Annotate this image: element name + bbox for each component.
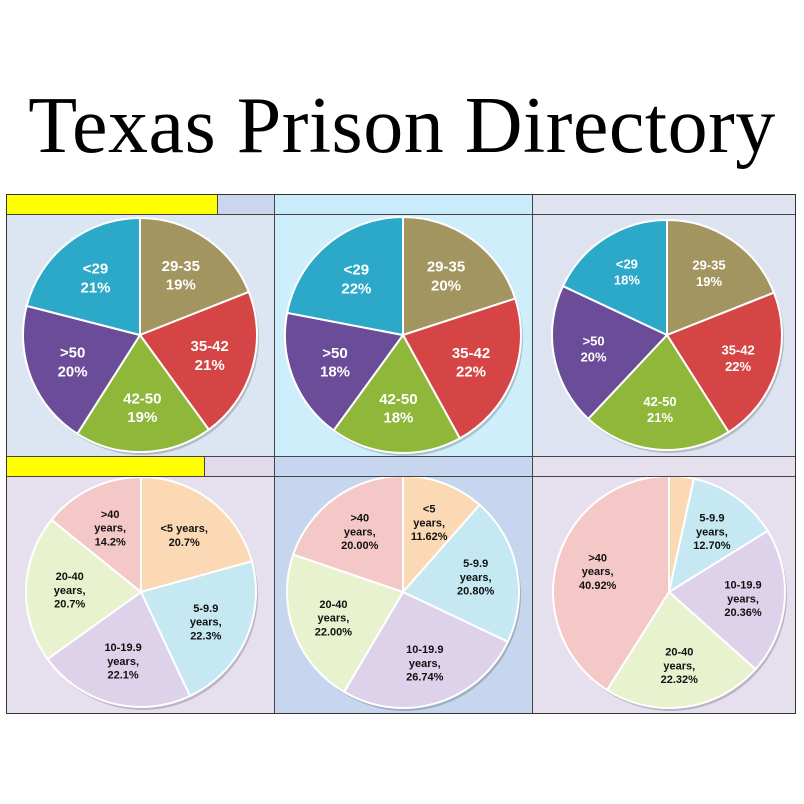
- slice-data-label: 35-42 22%: [721, 343, 754, 374]
- slice-data-label: 10-19.9 years, 26.74%: [406, 644, 444, 684]
- pie-slice-35-42: [665, 291, 783, 434]
- pie-slice-29-35: [139, 216, 251, 337]
- slice-data-label: <29 22%: [341, 262, 371, 298]
- pie-slice-5-9-9-years: [667, 477, 770, 595]
- pie-slice--29: [285, 215, 404, 337]
- cell-header: [533, 195, 795, 215]
- pie-slice-5-9-9-years: [401, 503, 520, 644]
- slice-data-label: 35-42 21%: [191, 338, 229, 374]
- sentence-pie-chart-3: <5years,3.44%5-9.9years,12.70%10-19.9yea…: [552, 477, 787, 711]
- cell-header: [7, 457, 274, 477]
- age-chart-cell-2: 29-35 20% 35-42 22% 42-50 18% >50 18% <29 22%: [275, 195, 533, 457]
- pie-slice--5-years: [140, 477, 254, 594]
- cell-header: [275, 457, 532, 477]
- pie-slice-20-40-years: [286, 553, 405, 694]
- pie-slice-35-42: [138, 290, 258, 432]
- age-pie-chart-3: 29-35 19% 35-42 22% 42-50 21% >50 20% <29 18%: [551, 218, 784, 453]
- pie-slice--40-years: [291, 477, 404, 594]
- pie-slice-42-50: [332, 333, 462, 454]
- cell-header: [533, 457, 795, 477]
- sentence-chart-cell-1: <5 years, 20.7% 5-9.9 years, 22.3% 10-19.9 yea…: [7, 457, 275, 713]
- pie-slice-35-42: [401, 297, 522, 440]
- age-pie-chart-2: 29-35 20% 35-42 22% 42-50 18% >50 18% <29 22%: [284, 215, 523, 456]
- pie-slice--50: [22, 304, 142, 436]
- slice-data-label: >50 18%: [320, 345, 350, 381]
- slice-data-label: 20-40 years, 22.00%: [315, 599, 353, 639]
- pie-slice--5-years: [402, 477, 482, 595]
- cell-header: [7, 195, 274, 215]
- pie-slice-10-19-9-years: [46, 590, 192, 708]
- slice-data-label: 5-9.9 years, 22.3%: [190, 603, 222, 643]
- slice-data-label: 5-9.9 years, 12.70%: [693, 513, 731, 553]
- slice-data-label: 42-50 19%: [123, 390, 161, 426]
- pie-slice-10-19-9-years: [667, 529, 786, 671]
- slice-data-label: <5 years, 11.62%: [411, 504, 448, 543]
- slice-data-label: >40 years, 20.00%: [341, 513, 379, 553]
- age-chart-cell-3: 29-35 19% 35-42 22% 42-50 21% >50 20% <29 18%: [533, 195, 795, 457]
- pie-slice--50: [551, 284, 669, 421]
- slice-data-label: 20-40 years, 22.32%: [661, 647, 699, 687]
- sentence-chart-cell-2: <5 years, 11.62% 5-9.9 years, 20.80% 10-19.9 ye…: [275, 457, 533, 713]
- pie-slice--50: [284, 311, 405, 432]
- page-title: Texas Prison Directory: [28, 82, 776, 170]
- highlight-bar: [7, 457, 205, 476]
- slice-data-label: 10-19.9 years, 20.36%: [724, 580, 762, 620]
- slice-data-label: >50 20%: [581, 333, 607, 364]
- pie-slice-29-35: [666, 218, 776, 337]
- pie-slice--40-years: [552, 477, 670, 692]
- highlight-bar: [7, 195, 218, 214]
- slice-data-label: >50 20%: [58, 345, 88, 381]
- slice-data-label: <5 years, 20.7%: [160, 523, 207, 549]
- slice-data-label: 29-35 19%: [692, 258, 725, 289]
- pie-slice-42-50: [586, 333, 731, 451]
- sentence-pie-chart-1: <5 years, 20.7% 5-9.9 years, 22.3% 10-19.9 yea…: [25, 477, 258, 710]
- slice-data-label: 42-50 18%: [379, 391, 417, 427]
- slice-data-label: 29-35 20%: [427, 259, 465, 295]
- sentence-chart-cell-3: <5years,3.44%5-9.9years,12.70%10-19.9yea…: [533, 457, 795, 713]
- slice-data-label: 29-35 19%: [162, 258, 200, 294]
- slice-data-label: 42-50 21%: [643, 394, 676, 425]
- slice-data-label: <29 18%: [614, 256, 640, 287]
- age-chart-cell-1: 29-35 19% 35-42 21% 42-50 19% >50 20% <29 21%: [7, 195, 275, 457]
- slice-data-label: 10-19.9 years, 22.1%: [104, 642, 141, 682]
- pie-slice-42-50: [75, 333, 211, 453]
- pie-slice-10-19-9-years: [342, 590, 510, 709]
- pie-slice--29: [25, 216, 141, 337]
- pie-slice-20-40-years: [605, 590, 757, 709]
- pie-slice--29: [561, 218, 668, 337]
- sentence-pie-chart-2: <5 years, 11.62%5-9.9 years, 20.80% 10-19.9 ye…: [286, 477, 521, 711]
- slice-data-label: 35-42 22%: [452, 345, 490, 381]
- slice-data-label: >40 years, 40.92%: [579, 552, 617, 592]
- slice-data-label: >40 years, 14.2%: [94, 509, 126, 549]
- pie-slice--40-years: [50, 477, 142, 595]
- cell-header: [275, 195, 532, 215]
- pie-slice-20-40-years: [25, 518, 143, 661]
- chart-grid: 29-35 19% 35-42 21% 42-50 19% >50 20% <29 21% 29-…: [6, 194, 796, 714]
- slice-data-label: 20-40 years, 20.7%: [54, 571, 86, 611]
- age-pie-chart-1: 29-35 19% 35-42 21% 42-50 19% >50 20% <29 21%: [22, 216, 259, 455]
- pie-slice-29-35: [402, 215, 517, 337]
- pie-slice-5-9-9-years: [139, 560, 257, 698]
- slice-data-label: <29 21%: [80, 261, 110, 297]
- slice-data-label: 5-9.9 years, 20.80%: [457, 558, 495, 598]
